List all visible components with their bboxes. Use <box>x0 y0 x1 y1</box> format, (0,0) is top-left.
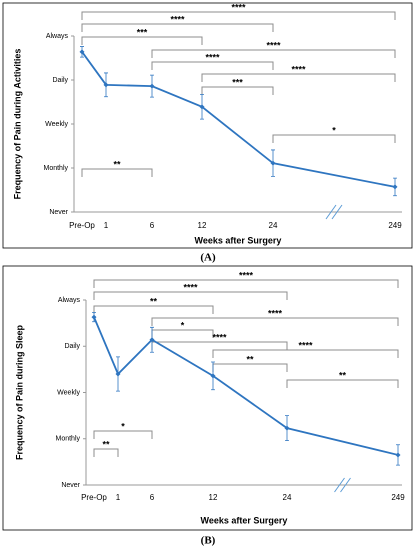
y-tick-label: Monthly <box>43 165 68 172</box>
significance-bracket <box>151 341 288 350</box>
significance-label: ** <box>339 370 347 380</box>
significance-bracket <box>93 430 153 439</box>
significance-label: * <box>332 125 336 135</box>
significance-bracket <box>286 379 399 388</box>
significance-bracket <box>93 279 399 288</box>
y-tick-label: Daily <box>64 343 80 350</box>
y-tick-label: Weekly <box>57 389 80 396</box>
y-tick-label: Never <box>61 482 80 489</box>
significance-bracket <box>151 49 396 58</box>
x-tick-label: Pre-Op <box>69 221 95 230</box>
significance-bracket <box>201 73 396 82</box>
significance-label: *** <box>232 77 243 87</box>
data-line <box>81 51 396 188</box>
significance-label: **** <box>239 270 254 280</box>
significance-bracket <box>93 305 214 314</box>
significance-bracket <box>81 168 153 177</box>
significance-label: *** <box>137 27 148 37</box>
significance-label: * <box>121 421 125 431</box>
y-axis-label: Frequency of Pain during Sleep <box>14 324 24 460</box>
x-tick-label: 249 <box>391 493 405 502</box>
significance-label: ** <box>102 439 110 449</box>
significance-bracket <box>272 134 396 143</box>
y-tick-label: Weekly <box>45 121 68 128</box>
panel-frame <box>2 265 413 531</box>
significance-label: ** <box>113 159 121 169</box>
y-tick-label: Monthly <box>55 436 80 443</box>
x-axis-label: Weeks after Surgery <box>195 235 282 245</box>
x-tick-label: 12 <box>209 493 218 502</box>
significance-bracket <box>81 36 203 45</box>
panel-caption: (B) <box>201 535 216 547</box>
significance-label: **** <box>183 282 198 292</box>
x-tick-label: 1 <box>104 221 109 230</box>
significance-bracket <box>151 61 274 70</box>
x-tick-label: Pre-Op <box>81 493 107 502</box>
data-point <box>103 82 109 88</box>
x-tick-label: 1 <box>116 493 121 502</box>
y-tick-label: Always <box>46 33 69 40</box>
significance-label: **** <box>205 52 220 62</box>
data-point <box>395 452 401 458</box>
significance-bracket <box>151 329 214 338</box>
y-tick-label: Daily <box>52 77 68 84</box>
significance-bracket <box>81 11 396 20</box>
panel-frame <box>2 2 413 249</box>
data-point <box>270 160 276 166</box>
y-tick-label: Always <box>58 297 81 304</box>
data-point <box>284 425 290 431</box>
significance-label: **** <box>266 40 281 50</box>
data-point <box>91 314 97 320</box>
significance-label: **** <box>231 2 246 12</box>
x-tick-label: 249 <box>388 221 402 230</box>
significance-bracket <box>81 23 274 32</box>
x-tick-label: 24 <box>283 493 292 502</box>
significance-bracket <box>201 86 274 95</box>
x-tick-label: 12 <box>198 221 207 230</box>
significance-label: **** <box>212 332 227 342</box>
data-point <box>392 184 398 190</box>
data-line <box>93 316 399 456</box>
axis-break <box>334 477 345 493</box>
significance-bracket <box>212 363 288 372</box>
data-point <box>149 337 155 343</box>
significance-bracket <box>151 317 399 326</box>
data-point <box>210 373 216 379</box>
significance-bracket <box>93 448 119 457</box>
significance-label: **** <box>170 14 185 24</box>
significance-bracket <box>93 291 288 300</box>
significance-label: **** <box>268 308 283 318</box>
x-tick-label: 6 <box>150 221 155 230</box>
y-axis-label: Frequency of Pain during Activities <box>12 49 22 200</box>
y-tick-label: Never <box>49 209 68 216</box>
data-point <box>115 371 121 377</box>
x-axis-label: Weeks after Surgery <box>201 515 288 525</box>
panel-caption: (A) <box>200 252 216 264</box>
x-tick-label: 24 <box>269 221 278 230</box>
significance-label: ** <box>150 296 158 306</box>
significance-label: * <box>181 320 185 330</box>
significance-label: **** <box>298 340 313 350</box>
x-tick-label: 6 <box>150 493 155 502</box>
data-point <box>149 83 155 89</box>
data-point <box>199 104 205 110</box>
axis-break <box>325 204 337 220</box>
significance-label: **** <box>291 64 306 74</box>
axis-break <box>331 204 343 220</box>
significance-bracket <box>212 349 399 358</box>
significance-label: ** <box>246 354 254 364</box>
axis-break <box>340 477 351 493</box>
data-point <box>79 49 85 55</box>
